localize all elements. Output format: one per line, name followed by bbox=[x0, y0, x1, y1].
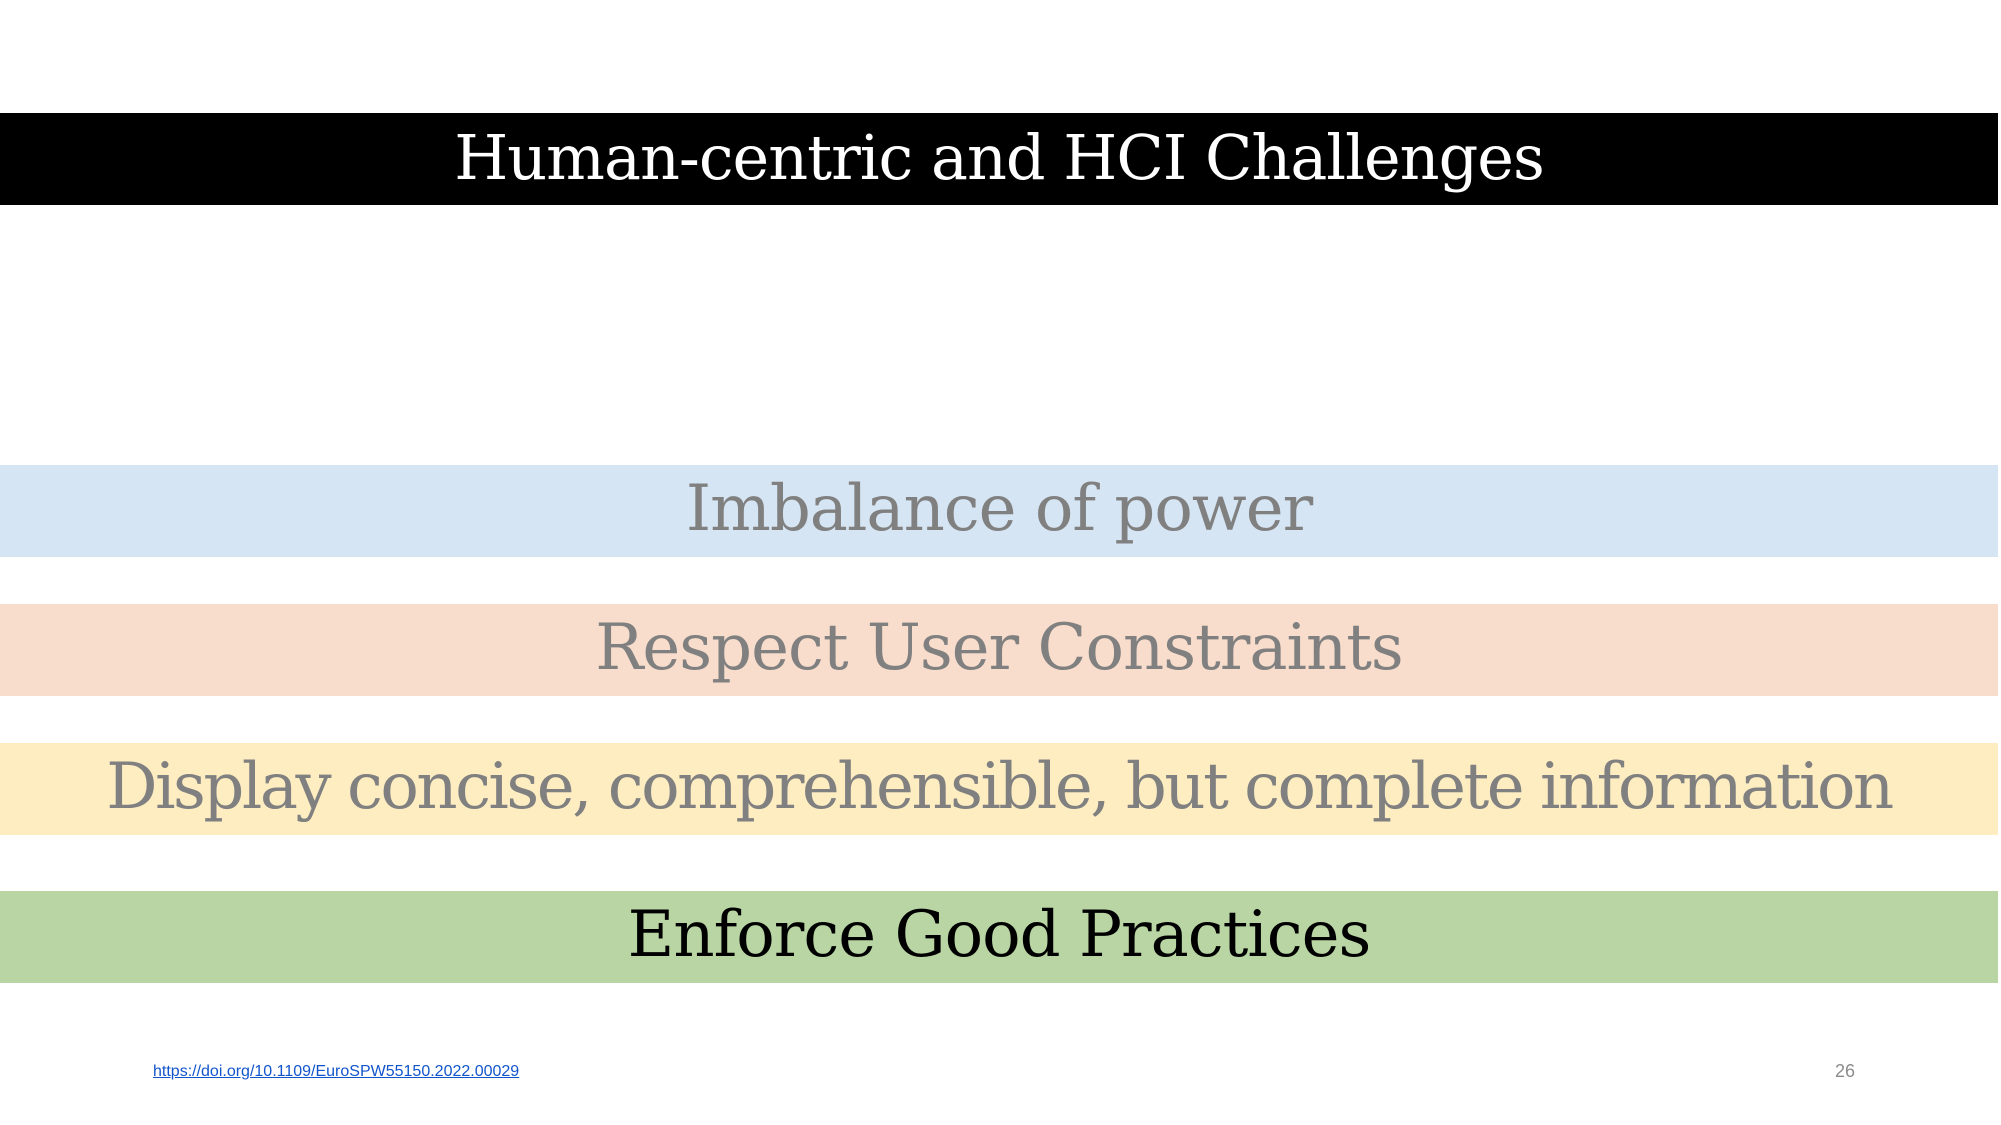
challenge-label: Imbalance of power bbox=[685, 472, 1313, 546]
challenge-band-enforce-good-practices: Enforce Good Practices bbox=[0, 891, 1998, 983]
challenge-band-display-information: Display concise, comprehensible, but com… bbox=[0, 743, 1998, 835]
page-number: 26 bbox=[1834, 1061, 1855, 1081]
challenge-label: Respect User Constraints bbox=[595, 611, 1404, 685]
doi-reference-link[interactable]: https://doi.org/10.1109/EuroSPW55150.202… bbox=[153, 1063, 520, 1080]
challenge-band-respect-user-constraints: Respect User Constraints bbox=[0, 604, 1998, 696]
title-banner: Human-centric and HCI Challenges bbox=[0, 113, 1998, 205]
slide-title: Human-centric and HCI Challenges bbox=[454, 120, 1545, 194]
challenge-band-imbalance-of-power: Imbalance of power bbox=[0, 465, 1998, 557]
challenge-label: Enforce Good Practices bbox=[627, 898, 1372, 972]
challenge-label: Display concise, comprehensible, but com… bbox=[106, 750, 1894, 824]
